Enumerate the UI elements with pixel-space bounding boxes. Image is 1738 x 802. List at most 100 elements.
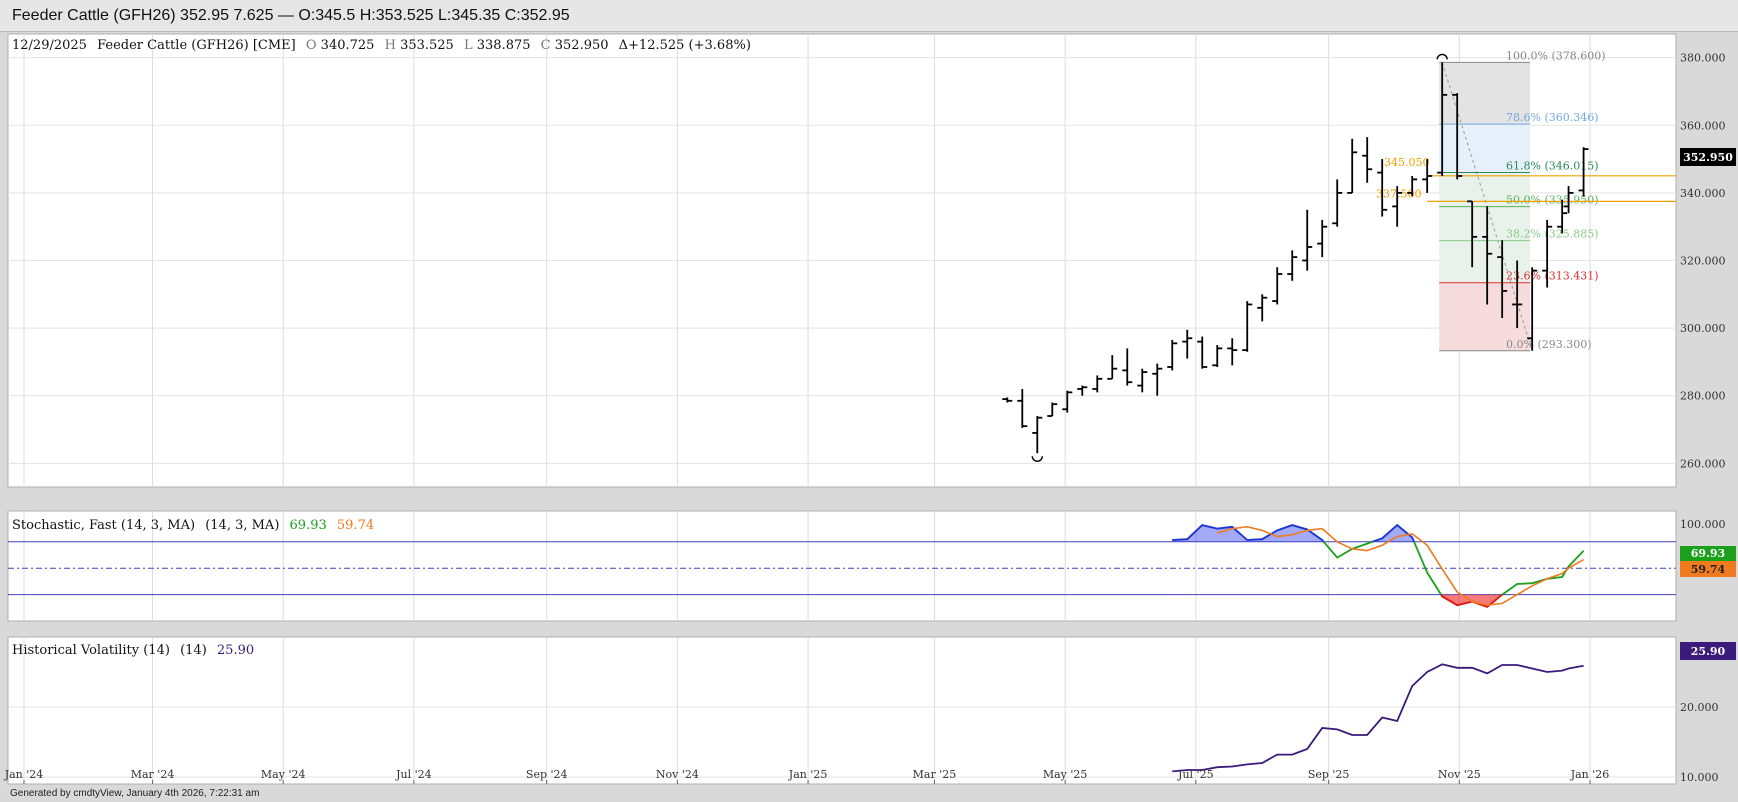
stochastic-k-value: 69.93 xyxy=(290,518,327,533)
ohlc-bars xyxy=(1002,53,1589,462)
ohlc-bar xyxy=(1032,416,1043,454)
x-tick-label: Jul '25 xyxy=(1177,768,1214,781)
volatility-badge-label: 25.90 xyxy=(1691,645,1726,658)
stochastic-k-overbought-line xyxy=(1172,523,1416,542)
ohlc-bar xyxy=(1062,390,1073,413)
ohlc-bar xyxy=(1422,159,1433,193)
x-tick-label: May '24 xyxy=(261,768,306,781)
ohlc-bar xyxy=(1467,200,1478,268)
price-tick-label: 360.000 xyxy=(1680,119,1726,132)
last-price-badge xyxy=(1680,148,1736,166)
ohlc-bar xyxy=(1302,209,1313,271)
horizontal-level-label: 337.500 xyxy=(1376,187,1422,200)
stochastic-d-badge-label: 59.74 xyxy=(1691,563,1726,576)
x-tick-label: Jan '24 xyxy=(4,768,44,781)
stochastic-d-value: 59.74 xyxy=(337,518,374,533)
time-axis: Jan '24 Mar '24 May '24 Jul '24 Sep '24 Nov '… xyxy=(4,768,1610,784)
header-date: 12/29/2025 xyxy=(12,38,87,53)
ohlc-bar xyxy=(1227,338,1238,366)
ohlc-bar xyxy=(1167,339,1178,371)
price-tick-label: 280.000 xyxy=(1680,390,1726,403)
last-price-label: 352.950 xyxy=(1683,151,1733,164)
ohlc-bar xyxy=(1512,260,1523,329)
horizontal-level-label: 345.050 xyxy=(1384,156,1430,169)
volatility-line xyxy=(1172,663,1584,773)
x-tick-label: Mar '25 xyxy=(913,768,957,781)
header-low: 338.875 xyxy=(477,38,531,53)
x-tick-label: Sep '25 xyxy=(1308,768,1350,781)
ohlc-bar xyxy=(1152,363,1163,396)
ohlc-bar xyxy=(1557,199,1568,234)
ohlc-bar xyxy=(1392,186,1403,227)
ohlc-bar xyxy=(1047,402,1058,417)
footer-generated: Generated by cmdtyView, January 4th 2026… xyxy=(0,786,1738,802)
fib-zone xyxy=(1439,124,1530,173)
x-tick-label: Mar '24 xyxy=(131,768,175,781)
ohlc-bar xyxy=(1107,355,1118,380)
ohlc-bar xyxy=(1257,294,1268,322)
ohlc-bar xyxy=(1317,219,1328,258)
fib-level-label: 0.0% (293.300) xyxy=(1506,338,1592,351)
ohlc-bar xyxy=(1017,388,1028,428)
price-tick-label: 380.000 xyxy=(1680,52,1726,65)
ohlc-bar xyxy=(1542,219,1553,288)
ohlc-bar xyxy=(1182,329,1193,359)
ohlc-bar xyxy=(1122,348,1133,386)
x-tick-label: Nov '24 xyxy=(656,768,699,781)
stochastic-params: (14, 3, MA) xyxy=(205,518,279,533)
stochastic-panel-bg xyxy=(7,510,1677,622)
chart-area[interactable]: 100.0% (378.600) 78.6% (360.346) 61.8% (34… xyxy=(0,32,1738,786)
header-high: 353.525 xyxy=(400,38,454,53)
x-tick-label: Jan '26 xyxy=(1570,768,1610,781)
ohlc-bar xyxy=(1242,301,1253,352)
volatility-panel-bg xyxy=(7,636,1677,785)
ohlc-bar xyxy=(1197,336,1208,369)
volatility-axis: 20.000 10.000 xyxy=(1680,701,1719,784)
volatility-tick-label: 20.000 xyxy=(1680,701,1719,714)
header-symbol: Feeder Cattle (GFH26) [CME] xyxy=(97,38,296,53)
stochastic-title-line: Stochastic, Fast (14, 3, MA) (14, 3, MA)… xyxy=(12,518,374,533)
ohlc-bar xyxy=(1362,137,1373,183)
volatility-vertical-gridlines xyxy=(23,637,1591,784)
volatility-title: Historical Volatility (14) xyxy=(12,643,170,658)
fib-level-label: 78.6% (360.346) xyxy=(1506,111,1599,124)
stochastic-tick-label: 100.000 xyxy=(1680,518,1726,531)
ohlc-bar xyxy=(1437,62,1448,176)
volatility-tick-label: 10.000 xyxy=(1680,771,1719,784)
header-open: 340.725 xyxy=(321,38,375,53)
x-tick-label: Jul '24 xyxy=(395,768,432,781)
stochastic-k-badge xyxy=(1680,546,1736,561)
ohlc-bar xyxy=(1527,267,1538,351)
window-title: Feeder Cattle (GFH26) 352.95 7.625 — O:3… xyxy=(0,0,1738,32)
fib-zone xyxy=(1439,62,1530,125)
ohlc-bar xyxy=(1578,147,1589,197)
fib-level-label: 23.6% (313.431) xyxy=(1506,270,1599,283)
ohlc-bar xyxy=(1077,385,1088,396)
ohlc-bar xyxy=(1287,250,1298,281)
ohlc-bar xyxy=(1563,186,1574,214)
header-open-label: O xyxy=(306,38,317,53)
ohlc-bar xyxy=(1002,397,1013,403)
ohlc-bar xyxy=(1482,206,1493,305)
price-axis: 380.000 360.000 340.000 320.000 300.000 280.0… xyxy=(1680,52,1726,471)
ohlc-bar xyxy=(1137,368,1148,393)
swing-low-marker xyxy=(1031,456,1043,462)
ohlc-bar xyxy=(1347,138,1358,194)
header-low-label: L xyxy=(464,38,473,53)
ohlc-bar xyxy=(1452,93,1463,180)
fib-level-label: 100.0% (378.600) xyxy=(1506,49,1606,62)
x-tick-label: Sep '24 xyxy=(526,768,568,781)
stochastic-d-badge xyxy=(1680,561,1736,577)
fib-level-label: 61.8% (346.015) xyxy=(1506,160,1599,173)
fib-zone xyxy=(1439,206,1530,241)
price-tick-label: 340.000 xyxy=(1680,187,1726,200)
header-high-label: H xyxy=(385,38,396,53)
stochastic-d-line xyxy=(1216,525,1584,607)
ohlc-bar xyxy=(1377,159,1388,217)
fib-level-label: 50.0% (335.950) xyxy=(1506,194,1599,207)
price-tick-label: 260.000 xyxy=(1680,457,1726,470)
x-tick-label: May '25 xyxy=(1043,768,1088,781)
price-header: 12/29/2025 Feeder Cattle (GFH26) [CME] O… xyxy=(12,38,751,53)
volatility-params: (14) xyxy=(180,643,207,658)
stochastic-k-badge-label: 69.93 xyxy=(1691,547,1725,560)
